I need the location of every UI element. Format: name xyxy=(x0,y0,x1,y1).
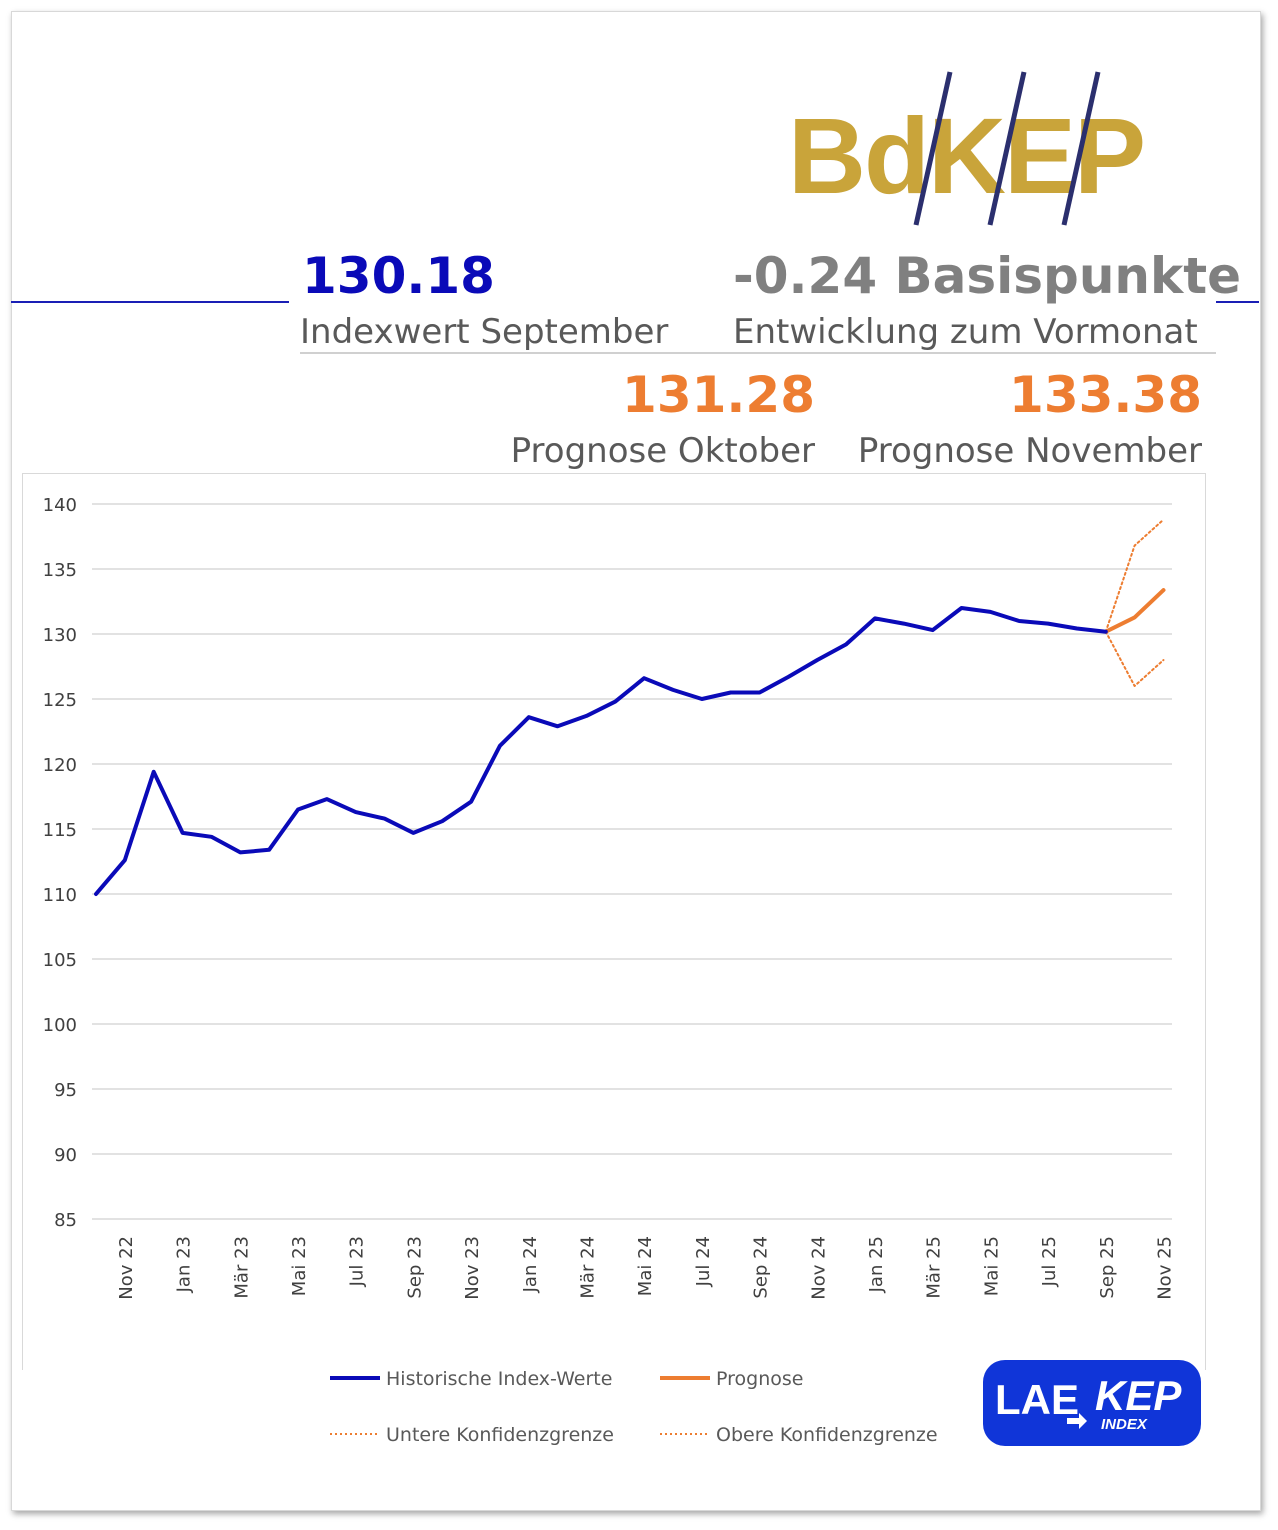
index-label: Indexwert September xyxy=(300,312,669,352)
legend-label: Obere Konfidenzgrenze xyxy=(716,1424,938,1446)
x-tick-label: Jul 24 xyxy=(693,1236,714,1287)
x-tick-label: Jul 25 xyxy=(1039,1236,1060,1287)
x-tick-label: Mai 25 xyxy=(981,1236,1002,1296)
x-tick-label: Jan 24 xyxy=(520,1236,541,1293)
series-line-1 xyxy=(1103,588,1166,634)
svg-text:INDEX: INDEX xyxy=(1101,1416,1148,1433)
y-tick-label: 110 xyxy=(43,885,77,906)
x-tick-label: Jul 23 xyxy=(347,1236,368,1287)
y-tick-label: 130 xyxy=(43,625,77,646)
x-tick-label: Mär 23 xyxy=(231,1236,252,1299)
chart-frame xyxy=(22,473,1206,1370)
series-line-2 xyxy=(1104,630,1165,687)
x-tick-label: Mär 24 xyxy=(577,1236,598,1299)
y-tick-label: 120 xyxy=(43,755,77,776)
x-tick-label: Nov 22 xyxy=(116,1236,137,1300)
header-rule-left xyxy=(11,301,289,303)
lae-kep-index-logo: LAE KEP INDEX xyxy=(983,1360,1201,1446)
x-tick-label: Sep 24 xyxy=(751,1236,772,1299)
x-tick-label: Nov 25 xyxy=(1154,1236,1175,1300)
change-label: Entwicklung zum Vormonat xyxy=(733,312,1198,352)
x-tick-label: Sep 25 xyxy=(1097,1236,1118,1299)
header-rule-right xyxy=(1216,301,1259,303)
x-tick-label: Mai 24 xyxy=(635,1236,656,1296)
x-tick-label: Nov 23 xyxy=(462,1236,483,1300)
kpi-divider xyxy=(300,352,1216,354)
y-tick-label: 90 xyxy=(54,1145,77,1166)
legend-label: Prognose xyxy=(716,1368,803,1390)
legend-label: Historische Index-Werte xyxy=(386,1368,612,1390)
y-tick-label: 115 xyxy=(43,820,77,841)
x-tick-label: Jan 25 xyxy=(866,1236,887,1293)
y-tick-label: 100 xyxy=(43,1015,77,1036)
svg-text:LAE: LAE xyxy=(995,1376,1079,1423)
forecast-november-label: Prognose November xyxy=(857,431,1202,471)
forecast-november-value: 133.38 xyxy=(1009,366,1202,424)
x-tick-label: Sep 23 xyxy=(404,1236,425,1299)
x-tick-label: Nov 24 xyxy=(808,1236,829,1300)
y-tick-label: 140 xyxy=(43,495,77,516)
legend-label: Untere Konfidenzgrenze xyxy=(386,1424,614,1446)
series-line-3 xyxy=(1104,518,1165,633)
y-tick-label: 125 xyxy=(43,690,77,711)
forecast-october-label: Prognose Oktober xyxy=(510,431,815,471)
svg-text:KEP: KEP xyxy=(1095,1372,1182,1419)
index-value: 130.18 xyxy=(302,247,495,305)
forecast-october-value: 131.28 xyxy=(622,366,815,424)
change-value: -0.24 Basispunkte xyxy=(733,247,1242,305)
x-tick-label: Jan 23 xyxy=(174,1236,195,1293)
y-tick-label: 95 xyxy=(54,1080,77,1101)
series-line-0 xyxy=(94,606,1108,896)
y-tick-label: 85 xyxy=(54,1210,77,1231)
bdkep-logo: BdKEP xyxy=(786,70,1150,230)
y-tick-label: 105 xyxy=(43,950,77,971)
x-tick-label: Mär 25 xyxy=(924,1236,945,1299)
x-tick-label: Mai 23 xyxy=(289,1236,310,1296)
y-tick-label: 135 xyxy=(43,560,77,581)
